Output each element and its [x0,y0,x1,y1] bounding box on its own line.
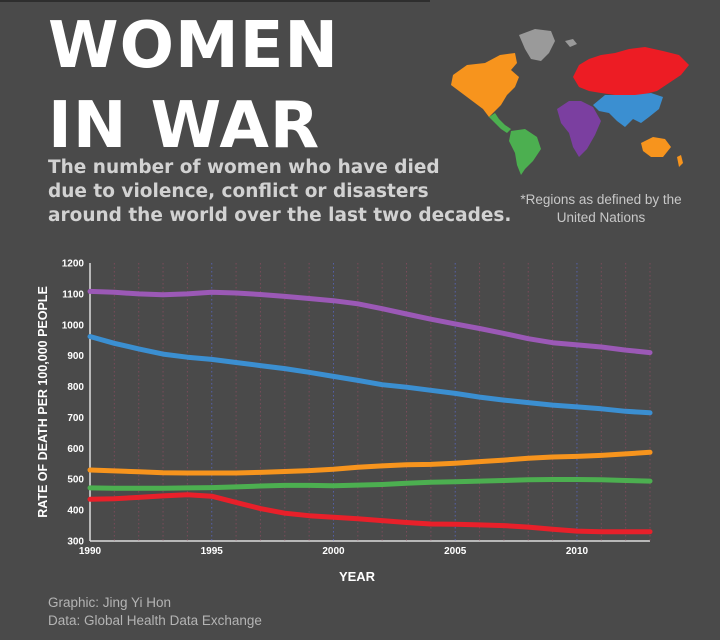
x-tick-label: 1990 [79,546,102,557]
map-footnote: *Regions as defined by the United Nation… [506,191,696,227]
y-tick-label: 400 [67,506,84,517]
x-tick-label: 2000 [322,546,345,557]
subtitle-line: due to violence, conflict or disasters [48,181,429,202]
series-line [87,288,653,356]
map-region-greenland [519,29,555,61]
y-tick-label: 500 [67,475,84,486]
map-region-iceland [565,39,577,47]
map-footnote-line: United Nations [556,210,646,225]
series-line [87,334,653,416]
top-rule [0,0,430,2]
y-tick-label: 1100 [62,289,84,300]
y-tick-label: 1000 [62,320,85,331]
world-map [451,29,689,175]
map-region-new-zealand [677,155,683,167]
data-source: Data: Global Health Data Exchange [48,613,262,628]
y-axis-title: RATE OF DEATH PER 100,000 PEOPLE [36,286,50,518]
subtitle-line: around the world over the last two decad… [48,205,512,226]
x-axis-title: YEAR [339,569,376,584]
y-tick-label: 800 [67,382,84,393]
graphic-credit: Graphic: Jing Yi Hon [48,595,172,610]
y-tick-label: 900 [67,351,84,362]
map-region-africa [557,101,601,157]
map-region-oceania [641,137,671,157]
title-line-2: IN WAR [48,89,321,163]
map-region-north-america [451,53,519,117]
map-region-south-america [509,129,541,175]
subtitle-line: The number of women who have died [48,157,440,178]
map-region-central-america [489,113,511,133]
map-region-south-asia [593,93,663,127]
y-tick-label: 300 [67,537,84,548]
map-footnote-line: *Regions as defined by the [520,192,682,207]
series-line [87,477,653,491]
series-line [87,492,653,535]
x-tick-label: 2005 [444,546,467,557]
series-line [87,449,653,476]
x-tick-label: 1995 [201,546,224,557]
subtitle: The number of women who have died due to… [48,156,512,228]
y-tick-label: 1200 [62,259,85,270]
x-tick-label: 2010 [566,546,589,557]
y-tick-label: 600 [67,444,84,455]
credits: Graphic: Jing Yi Hon Data: Global Health… [48,594,262,630]
map-region-europe-asia [573,47,689,97]
y-tick-label: 700 [67,413,84,424]
line-chart: 300 400 500 600 700 800 900 1000 1100 1200 1990 199… [36,259,653,584]
title-line-1: WOMEN [48,9,339,83]
